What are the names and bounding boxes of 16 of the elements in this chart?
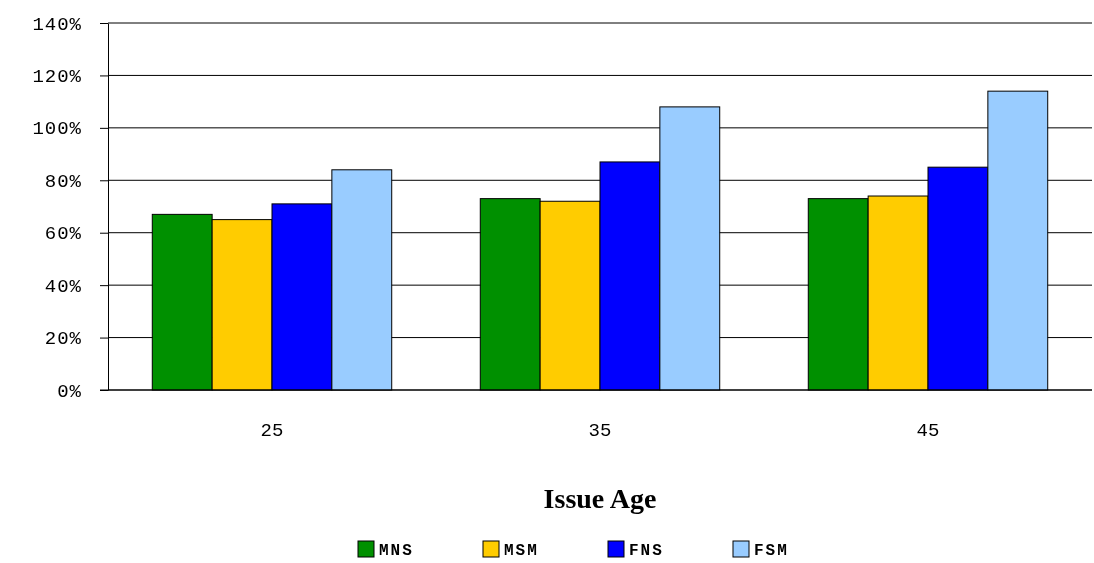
- y-tick-label: 120%: [32, 66, 82, 89]
- y-tick-label: 140%: [32, 13, 82, 36]
- y-tick-label: 0%: [57, 380, 82, 403]
- y-tick-label: 100%: [32, 118, 82, 141]
- legend-label: MSM: [504, 542, 539, 560]
- x-tick-label: 45: [916, 420, 940, 442]
- legend-label: MNS: [379, 542, 414, 560]
- x-tick-label: 35: [588, 420, 612, 442]
- x-axis-title: Issue Age: [543, 483, 657, 514]
- y-tick-label: 60%: [44, 223, 82, 246]
- x-tick-label: 25: [260, 420, 284, 442]
- y-tick-label: 80%: [44, 170, 82, 193]
- y-tick-label: 20%: [44, 328, 82, 351]
- legend-label: FNS: [629, 542, 664, 560]
- y-tick-label: 40%: [44, 275, 82, 298]
- legend-label: FSM: [754, 542, 789, 560]
